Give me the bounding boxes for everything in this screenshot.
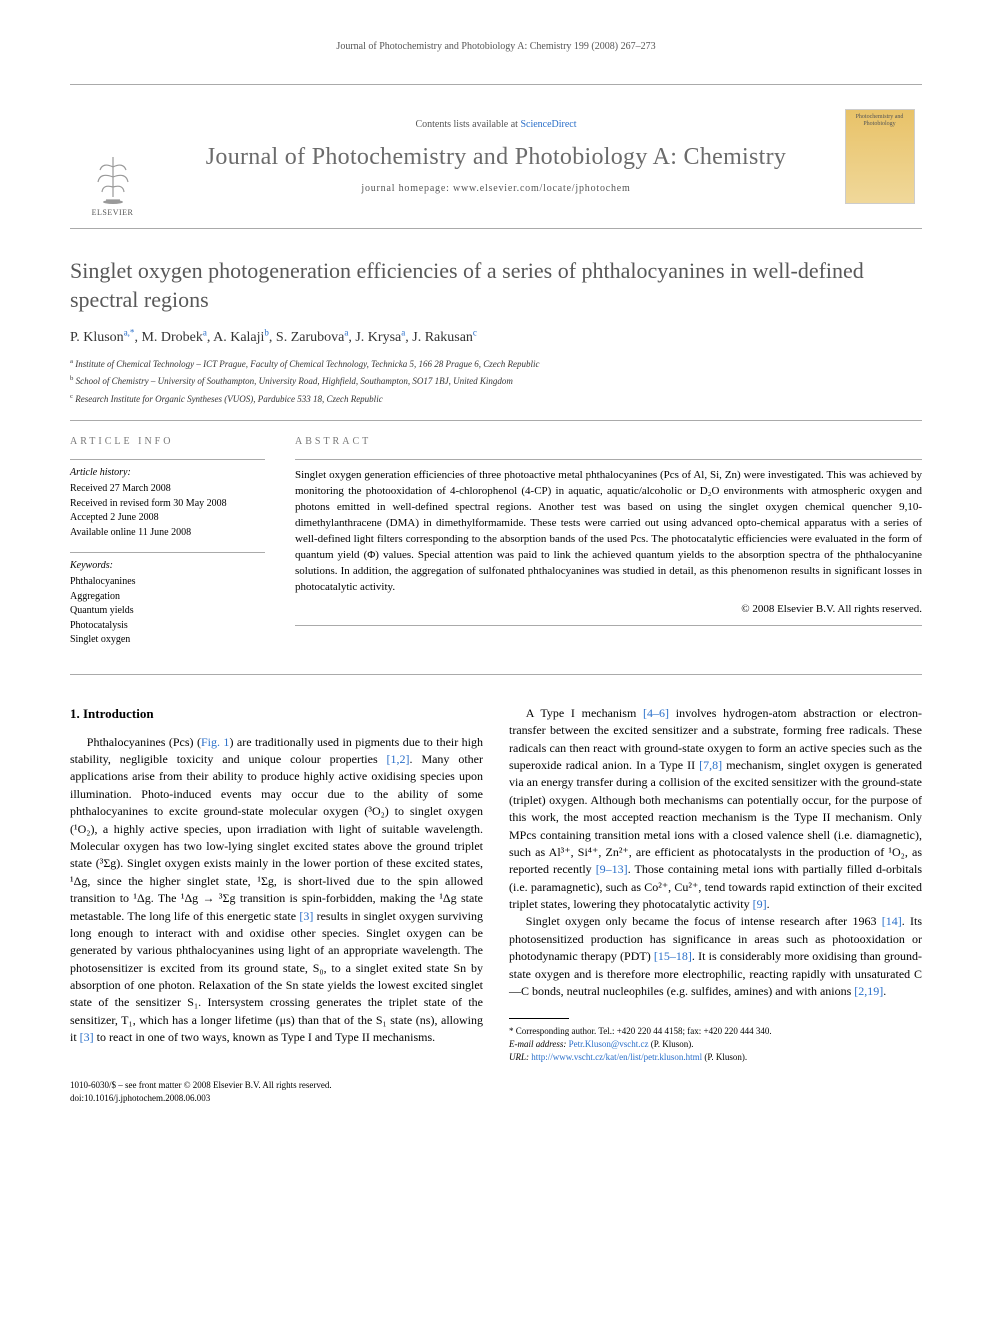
article-history-block: Article history: Received 27 March 2008 … xyxy=(70,459,265,540)
history-line: Received in revised form 30 May 2008 xyxy=(70,497,265,512)
body-paragraph: Phthalocyanines (Pcs) (Fig. 1) are tradi… xyxy=(70,734,483,1047)
article-info-label: ARTICLE INFO xyxy=(70,435,265,449)
author-email-link[interactable]: Petr.Kluson@vscht.cz xyxy=(569,1039,649,1049)
elsevier-tree-icon xyxy=(88,152,138,207)
info-abstract-row: ARTICLE INFO Article history: Received 2… xyxy=(70,435,922,660)
author-url-link[interactable]: http://www.vscht.cz/kat/en/list/petr.klu… xyxy=(531,1052,702,1062)
section-heading-introduction: 1. Introduction xyxy=(70,705,483,724)
keyword: Phthalocyanines xyxy=(70,575,265,590)
contents-available-line: Contents lists available at ScienceDirec… xyxy=(155,118,837,132)
keywords-block: Keywords: Phthalocyanines Aggregation Qu… xyxy=(70,552,265,648)
footnote-separator xyxy=(509,1018,569,1019)
history-header: Article history: xyxy=(70,466,265,480)
publisher-logo-block: ELSEVIER xyxy=(70,85,155,228)
history-line: Available online 11 June 2008 xyxy=(70,526,265,541)
running-head: Journal of Photochemistry and Photobiolo… xyxy=(70,40,922,54)
keyword: Photocatalysis xyxy=(70,619,265,634)
sciencedirect-link[interactable]: ScienceDirect xyxy=(520,119,576,130)
homepage-prefix: journal homepage: xyxy=(361,183,453,194)
issn-copyright-line: 1010-6030/$ – see front matter © 2008 El… xyxy=(70,1079,922,1092)
doi-line: doi:10.1016/j.jphotochem.2008.06.003 xyxy=(70,1092,922,1105)
url-label: URL: xyxy=(509,1052,531,1062)
history-line: Accepted 2 June 2008 xyxy=(70,511,265,526)
body-paragraph: Singlet oxygen only became the focus of … xyxy=(509,913,922,1000)
abstract-text: Singlet oxygen generation efficiencies o… xyxy=(295,468,922,596)
journal-cover-thumbnail: Photochemistry and Photobiology xyxy=(845,109,915,204)
masthead-center: Contents lists available at ScienceDirec… xyxy=(155,85,837,228)
journal-masthead: ELSEVIER Contents lists available at Sci… xyxy=(70,84,922,229)
publisher-name: ELSEVIER xyxy=(92,207,134,218)
affiliation-c: c Research Institute for Organic Synthes… xyxy=(70,393,922,407)
history-line: Received 27 March 2008 xyxy=(70,482,265,497)
keywords-header: Keywords: xyxy=(70,559,265,573)
divider xyxy=(70,420,922,421)
abstract-label: ABSTRACT xyxy=(295,435,922,449)
affiliations: a Institute of Chemical Technology – ICT… xyxy=(70,358,922,407)
abstract-column: ABSTRACT Singlet oxygen generation effic… xyxy=(295,435,922,660)
divider xyxy=(295,459,922,460)
keyword: Aggregation xyxy=(70,590,265,605)
cover-thumb-block: Photochemistry and Photobiology xyxy=(837,85,922,228)
article-title: Singlet oxygen photogeneration efficienc… xyxy=(70,257,922,314)
abstract-copyright: © 2008 Elsevier B.V. All rights reserved… xyxy=(295,602,922,617)
url-line: URL: http://www.vscht.cz/kat/en/list/pet… xyxy=(509,1051,922,1064)
journal-homepage-line: journal homepage: www.elsevier.com/locat… xyxy=(155,182,837,196)
footnotes: * Corresponding author. Tel.: +420 220 4… xyxy=(509,1025,922,1063)
author-list: P. Klusona,*, M. Drobeka, A. Kalajib, S.… xyxy=(70,328,922,348)
front-matter-footer: 1010-6030/$ – see front matter © 2008 El… xyxy=(70,1079,922,1104)
corresponding-author-note: * Corresponding author. Tel.: +420 220 4… xyxy=(509,1025,922,1038)
affiliation-a: a Institute of Chemical Technology – ICT… xyxy=(70,358,922,372)
journal-title: Journal of Photochemistry and Photobiolo… xyxy=(155,142,837,172)
email-line: E-mail address: Petr.Kluson@vscht.cz (P.… xyxy=(509,1038,922,1051)
contents-prefix: Contents lists available at xyxy=(415,119,520,130)
body-paragraph: A Type I mechanism [4–6] involves hydrog… xyxy=(509,705,922,914)
article-info-column: ARTICLE INFO Article history: Received 2… xyxy=(70,435,265,660)
divider xyxy=(295,625,922,626)
url-attribution: (P. Kluson). xyxy=(702,1052,747,1062)
email-label: E-mail address: xyxy=(509,1039,569,1049)
affiliation-b: b School of Chemistry – University of So… xyxy=(70,375,922,389)
keyword: Quantum yields xyxy=(70,604,265,619)
homepage-url: www.elsevier.com/locate/jphotochem xyxy=(453,183,631,194)
keyword: Singlet oxygen xyxy=(70,633,265,648)
email-attribution: (P. Kluson). xyxy=(648,1039,693,1049)
body-two-column: 1. Introduction Phthalocyanines (Pcs) (F… xyxy=(70,705,922,1063)
divider xyxy=(70,674,922,675)
